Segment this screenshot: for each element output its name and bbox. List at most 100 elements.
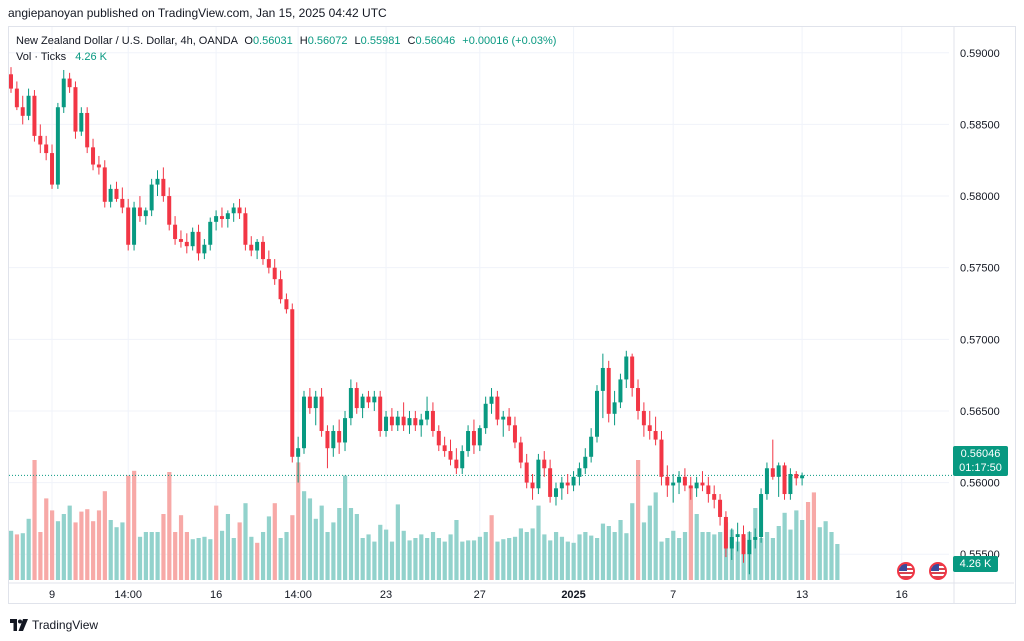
candle-body [389,416,394,426]
candle-body [237,207,242,214]
candle-body [313,396,318,409]
candle-body [723,516,728,549]
candle-body [190,231,195,247]
candle-body [759,494,764,538]
volume-bar [718,532,723,580]
volume-label: Vol · Ticks [16,51,67,63]
volume-bar [811,492,817,580]
volume-bar [272,503,277,580]
volume-bar [155,532,160,580]
volume-bar [296,462,301,580]
candle-body [782,465,787,495]
candle-body [120,198,125,208]
last-price-tag: 0.56046 01:17:50 [953,446,1008,476]
candle-body [565,482,570,486]
candle-body [489,396,494,404]
candle-body [512,425,517,443]
change-value: +0.00016 (+0.03%) [462,35,557,47]
publisher-header: angiepanoyan published on TradingView.co… [0,0,1024,26]
volume-bar [688,486,693,580]
candle-body [518,442,523,463]
volume-bar [495,541,500,580]
close-value: 0.56046 [415,35,456,47]
chart-legend: New Zealand Dollar / U.S. Dollar, 4h, OA… [16,33,556,65]
candle-body [302,396,306,449]
candle-body [706,485,711,495]
x-tick-label: 13 [796,589,808,601]
low-label: L [354,35,361,47]
volume-bar [712,534,717,580]
candle-body [559,482,564,489]
us-flag-event-icon[interactable] [929,562,947,580]
volume-bar [184,532,189,580]
candle-body [9,74,13,89]
volume-bar [44,498,49,580]
volume-bar [682,532,688,580]
volume-bar [559,536,565,580]
candle-body [231,207,236,214]
volume-bar [360,538,365,580]
candle-body [155,178,160,185]
volume-bar [518,528,524,580]
candle-body [753,537,758,540]
y-tick-label: 0.58500 [960,119,1000,131]
volume-bar [9,530,14,580]
volume-bar [61,514,66,580]
volume-bar [50,510,55,580]
candle-body [20,107,25,116]
candle-body [677,476,682,483]
candle-body [694,482,699,489]
price-chart[interactable]: 0.59000 0.58500 0.58000 0.57500 0.57000 0.565… [9,27,1014,603]
volume-bar [290,515,295,580]
volume-bar [606,526,611,580]
volume-bar [266,516,272,580]
candle-body [102,167,107,202]
volume-bar [102,491,107,580]
volume-bar [788,529,793,580]
y-tick-label: 0.57500 [960,263,1000,275]
us-flag-event-icon[interactable] [897,562,915,580]
volume-bar [507,538,512,580]
candle-body [132,207,137,245]
x-tick-label: 7 [670,589,676,601]
volume-bar [430,532,436,580]
volume-bar [454,520,459,580]
candle-body [624,356,629,380]
candle-body [137,207,142,217]
candle-body [800,475,805,479]
candle-body [143,210,148,217]
candle-body [630,356,635,389]
volume-bar [536,505,541,580]
volume-bar [577,534,582,580]
volume-bar [178,515,184,580]
candle-body [348,388,353,419]
volume-bar [636,460,641,580]
volume-bar [460,541,465,580]
candle-body [501,416,506,420]
volume-bar [73,522,78,580]
tradingview-logo-icon [10,619,28,631]
volume-bar [337,508,342,580]
candle-body [337,431,342,443]
volume-bar [512,536,518,580]
volume-bar [243,503,248,580]
candle-body [600,367,605,391]
candle-body [589,436,594,457]
open-label: O [244,35,253,47]
volume-bar [524,532,529,580]
candle-body [419,419,424,426]
candle-body [225,213,230,219]
volume-bar [384,529,389,580]
volume-bar [20,533,25,580]
candle-body [571,476,576,486]
candle-body [167,196,172,225]
x-tick-label: 27 [474,589,486,601]
candle-body [79,112,84,132]
volume-bar [794,510,799,580]
y-tick-label: 0.58000 [960,191,1000,203]
volume-bar [366,534,371,580]
x-tick-label: 2025 [561,589,585,601]
volume-bar [214,505,219,580]
volume-bar [208,539,213,580]
volume-bar [653,492,658,580]
